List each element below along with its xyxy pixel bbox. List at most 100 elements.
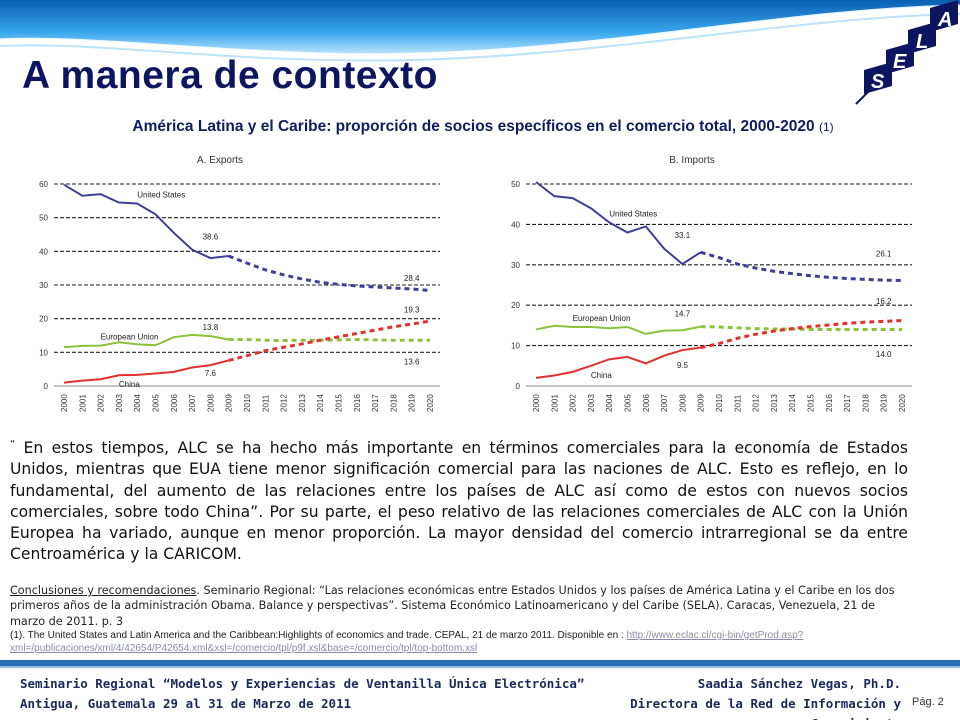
series-line-actual	[535, 346, 701, 379]
data-value-label: 9.5	[677, 361, 689, 370]
chart-title: A. Exports	[197, 155, 243, 166]
x-tick-label: 2016	[353, 394, 362, 412]
series-name-label: United States	[137, 191, 185, 200]
footer-author-role: Directora de la Red de Información y Con…	[630, 696, 901, 720]
x-tick-label: 2020	[426, 394, 435, 412]
chart-caption-ref: (1)	[818, 120, 834, 134]
logo-letter-s: S	[864, 62, 892, 94]
x-tick-label: 2013	[770, 394, 779, 412]
x-tick-label: 2008	[206, 394, 215, 412]
svg-text:E: E	[893, 51, 907, 73]
series-line-actual	[63, 183, 229, 260]
x-tick-label: 2008	[678, 394, 687, 412]
series-line-actual	[535, 324, 701, 335]
x-tick-label: 2012	[752, 394, 761, 412]
series-name-label: China	[119, 380, 140, 389]
footer-event-place: Antigua, Guatemala 29 al 31 de Marzo de …	[20, 696, 352, 711]
data-value-label: 14.7	[675, 310, 691, 319]
y-tick-label: 30	[511, 261, 520, 270]
exports-chart-svg: A. Exports 0 10 20 30 40 50 60 2000 2001 2002 2003 2…	[39, 155, 440, 412]
page-title: A manera de contexto	[22, 54, 438, 97]
data-value-label: 28.4	[404, 274, 420, 283]
y-tick-label: 20	[511, 301, 520, 310]
x-tick-label: 2000	[532, 394, 541, 412]
data-value-label: 38.6	[203, 233, 219, 242]
series-line-actual	[63, 359, 229, 384]
x-tick-label: 2019	[408, 394, 417, 412]
x-tick-label: 2002	[569, 394, 578, 412]
x-tick-label: 2001	[550, 394, 559, 412]
footnote-text: (1). The United States and Latin America…	[10, 630, 627, 641]
imports-chart-svg: B. Imports 0 10 20 30 40 50 2000 2001 2002 2003 200…	[511, 155, 912, 412]
page-number: Pág. 2	[912, 696, 944, 708]
data-value-label: 14.0	[876, 350, 892, 359]
footer-divider	[0, 660, 960, 666]
citation-body: . Seminario Regional: “Las relaciones ec…	[10, 584, 895, 628]
x-tick-label: 2003	[115, 394, 124, 412]
series-line-projected	[700, 325, 902, 331]
y-tick-label: 50	[511, 180, 520, 189]
x-tick-label: 2014	[316, 394, 325, 412]
exports-chart: A. Exports 0 10 20 30 40 50 60 2000 2001 2002 2003 2…	[30, 150, 450, 422]
x-tick-label: 2009	[697, 394, 706, 412]
data-value-label: 33.1	[675, 231, 691, 240]
svg-text:S: S	[871, 71, 885, 93]
sela-logo: A L E S	[855, 0, 959, 105]
x-tick-label: 2011	[733, 394, 742, 412]
svg-text:A: A	[937, 9, 952, 31]
footer-event-info: Seminario Regional “Modelos y Experienci…	[20, 674, 584, 714]
quote-open-mark: “	[10, 439, 16, 450]
footer-event-name: Seminario Regional “Modelos y Experienci…	[20, 676, 585, 691]
x-tick-label: 2000	[60, 394, 69, 412]
x-tick-label: 2016	[825, 394, 834, 412]
x-tick-label: 2015	[335, 394, 344, 412]
footnote-link[interactable]: http://www.eclac.cl/cgi-bin/getProd.asp?…	[10, 630, 804, 654]
logo-letter-a: A	[930, 0, 958, 32]
x-tick-label: 2017	[371, 394, 380, 412]
logo-letter-e: E	[886, 42, 914, 74]
x-tick-label: 2018	[389, 394, 398, 412]
x-tick-label: 2012	[280, 394, 289, 412]
x-tick-label: 2017	[843, 394, 852, 412]
x-tick-label: 2010	[715, 394, 724, 412]
series-name-label: United States	[609, 209, 657, 218]
chart-title: B. Imports	[669, 155, 715, 166]
series-name-label: China	[591, 371, 612, 380]
quote-text: En estos tiempos, ALC se ha hecho más im…	[10, 439, 908, 564]
series-line-projected	[228, 254, 431, 292]
y-tick-label: 0	[44, 382, 49, 391]
footer-author-name: Saadia Sánchez Vegas, Ph.D.	[697, 676, 901, 691]
x-tick-label: 2013	[298, 394, 307, 412]
footer-divider-light	[0, 666, 960, 668]
x-tick-label: 2004	[605, 394, 614, 412]
logo-letter-l: L	[908, 22, 936, 54]
series-line-projected	[700, 319, 903, 350]
footer-author-info: Saadia Sánchez Vegas, Ph.D. Directora de…	[556, 674, 901, 720]
y-tick-label: 40	[511, 220, 520, 229]
y-tick-label: 30	[39, 281, 48, 290]
x-tick-label: 2006	[170, 394, 179, 412]
x-tick-label: 2019	[880, 394, 889, 412]
x-tick-label: 2010	[243, 394, 252, 412]
chart-caption: América Latina y el Caribe: proporción d…	[48, 118, 918, 136]
y-tick-label: 0	[516, 382, 521, 391]
data-value-label: 13.8	[203, 323, 219, 332]
x-tick-label: 2002	[97, 394, 106, 412]
data-value-label: 26.1	[876, 250, 892, 259]
series-line-actual	[535, 181, 702, 266]
svg-text:L: L	[916, 31, 928, 53]
series-line-projected	[228, 319, 431, 362]
x-tick-label: 2001	[78, 394, 87, 412]
x-tick-label: 2011	[261, 394, 270, 412]
footnote: (1). The United States and Latin America…	[10, 630, 908, 655]
series-name-label: European Union	[101, 333, 159, 342]
x-tick-label: 2006	[642, 394, 651, 412]
x-tick-label: 2004	[133, 394, 142, 412]
x-tick-label: 2007	[660, 394, 669, 412]
x-tick-label: 2009	[225, 394, 234, 412]
y-tick-label: 40	[39, 247, 48, 256]
x-tick-label: 2015	[807, 394, 816, 412]
y-tick-label: 50	[39, 214, 48, 223]
citation-title: Conclusiones y recomendaciones	[10, 584, 197, 597]
data-value-label: 16.2	[876, 297, 892, 306]
